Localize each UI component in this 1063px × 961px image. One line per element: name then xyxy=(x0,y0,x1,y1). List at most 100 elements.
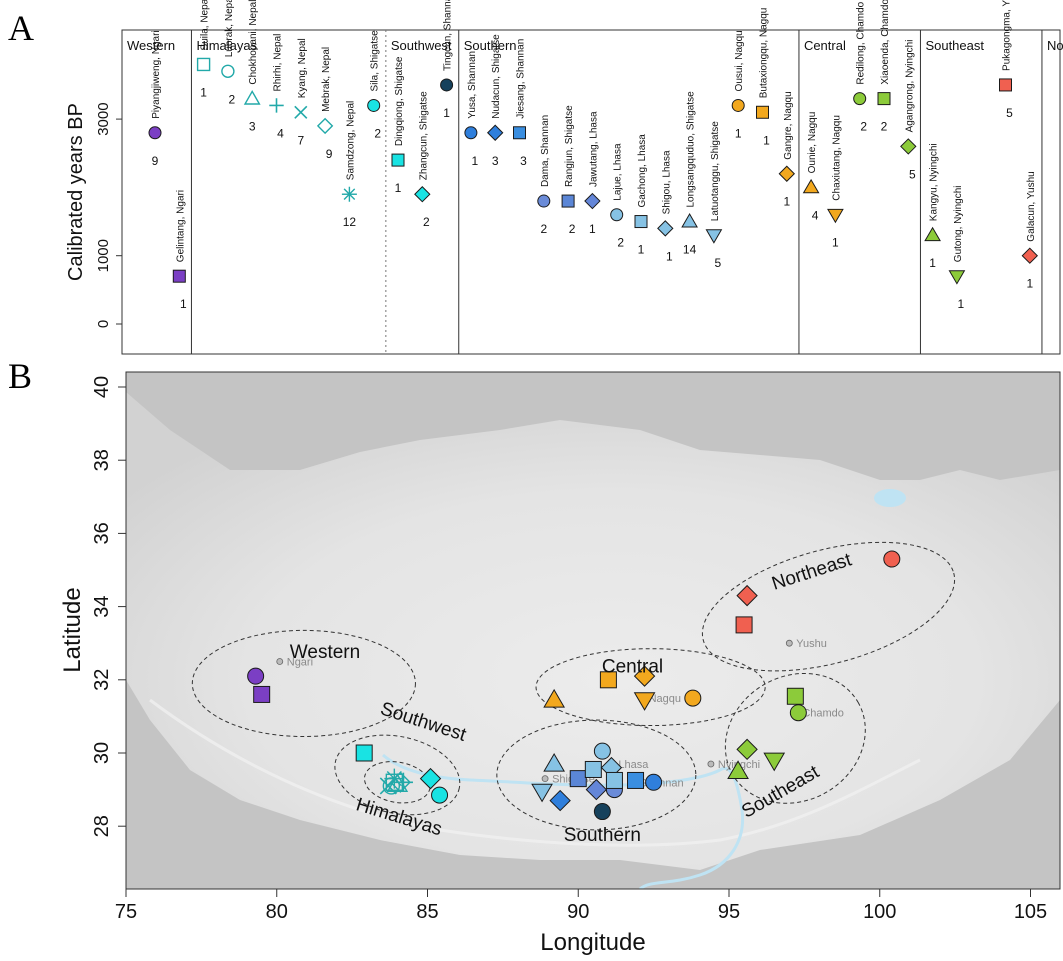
region-ellipse xyxy=(334,734,461,816)
sample-count: 3 xyxy=(492,154,499,168)
city-dot xyxy=(276,658,284,665)
sample-count: 5 xyxy=(1006,106,1013,120)
y-tick-label: 28 xyxy=(91,815,113,837)
region-header-southwest: Southwest xyxy=(391,38,452,53)
site-label: Kangyu, Nyingchi xyxy=(929,143,940,221)
site-marker xyxy=(221,64,235,78)
map-marker xyxy=(355,744,373,762)
site-marker xyxy=(853,92,867,106)
site-label: Jawutang, Lhasa xyxy=(588,111,599,187)
map-marker xyxy=(593,742,611,760)
map-marker xyxy=(633,692,656,711)
y-tick-label: 30 xyxy=(91,742,113,764)
map-marker xyxy=(253,685,271,703)
site-label: Pukagongma, Yushu xyxy=(1002,0,1013,71)
map-marker xyxy=(543,752,565,772)
city-label: Ngari xyxy=(287,657,313,669)
site-label: Samdzong, Nepal xyxy=(345,101,356,181)
site-marker xyxy=(924,226,941,242)
site-marker xyxy=(948,270,966,285)
x-tick-label: 90 xyxy=(567,901,589,923)
site-marker xyxy=(148,126,162,140)
city-label: Chamdo xyxy=(802,708,844,720)
x-tick-label: 100 xyxy=(863,901,896,923)
x-tick-label: 85 xyxy=(416,901,438,923)
site-marker xyxy=(513,126,526,140)
panel-b-map: 75 80 85 90 95 100 105 28 30 32 34 36 38 40 Longitude L… xyxy=(59,371,1061,956)
map-marker xyxy=(599,671,617,689)
map-marker xyxy=(593,803,611,821)
site-label: Gutong, Nyingchi xyxy=(953,185,964,262)
map-marker xyxy=(786,687,804,705)
city-dot xyxy=(541,775,549,783)
map-marker xyxy=(645,773,663,791)
y-tick-label: 0 xyxy=(95,320,112,328)
site-marker xyxy=(269,98,284,113)
y-tick-label: 34 xyxy=(91,595,113,617)
y-tick-label: 40 xyxy=(91,376,113,398)
region-header-central: Central xyxy=(804,38,846,53)
site-marker xyxy=(731,98,745,112)
site-label: Agangrong, Nyingchi xyxy=(904,40,915,133)
panel-a-letter: A xyxy=(8,8,34,48)
site-marker xyxy=(464,126,478,140)
site-marker xyxy=(440,78,454,92)
site-marker xyxy=(172,269,186,283)
sample-count: 1 xyxy=(180,297,187,311)
map-frame xyxy=(125,371,1061,890)
city-label: Lhasa xyxy=(618,759,649,771)
site-label: Latuotanggu, Shigatse xyxy=(710,121,721,222)
site-label: Shigou, Lhasa xyxy=(661,150,672,214)
city-label: Yushu xyxy=(796,638,827,650)
site-marker xyxy=(391,153,405,167)
sample-count: 1 xyxy=(832,236,839,250)
map-marker xyxy=(627,771,645,789)
region-header-northeast: Northeast xyxy=(1047,38,1063,53)
site-label: Zhangcun, Shigatse xyxy=(418,91,429,180)
sample-count: 2 xyxy=(881,120,888,134)
site-label: Yusa, Shannan xyxy=(467,51,478,119)
sample-count: 12 xyxy=(343,215,357,229)
sample-count: 9 xyxy=(326,147,333,161)
map-region-label: Southern xyxy=(564,825,641,846)
site-label: Longsangquduo, Shigatse xyxy=(686,91,697,208)
site-label: Chaxiutang, Nagqu xyxy=(831,115,842,201)
sample-count: 1 xyxy=(929,256,936,270)
sample-count: 1 xyxy=(589,222,596,236)
sample-count: 1 xyxy=(783,195,790,209)
site-label: Piyangjiweng, Ngari xyxy=(151,30,162,118)
site-marker xyxy=(877,92,891,106)
y-tick-label: 38 xyxy=(91,449,113,471)
site-label: Nudacun, Shigatse xyxy=(491,34,502,119)
region-header-southeast: Southeast xyxy=(925,38,984,53)
sample-count: 5 xyxy=(715,256,722,270)
panel-a-timeline: Calibrated years BP0100030005000WesternH… xyxy=(65,0,1063,355)
river-yarlung xyxy=(382,753,745,889)
region-header-himalayas: Himalayas xyxy=(196,38,257,53)
sample-count: 4 xyxy=(812,208,819,222)
sample-count: 1 xyxy=(1026,277,1033,291)
site-label: Dingqiong, Shigatse xyxy=(394,56,405,146)
site-marker xyxy=(1021,247,1039,264)
y-axis-title: Latitude xyxy=(59,587,86,672)
map-marker xyxy=(883,550,901,568)
sample-count: 2 xyxy=(569,222,576,236)
site-label: Ounie, Nagqu xyxy=(807,112,818,174)
site-marker xyxy=(196,57,211,72)
sample-count: 1 xyxy=(200,85,207,99)
site-marker xyxy=(584,192,601,210)
sample-count: 2 xyxy=(860,120,867,134)
region-ellipse xyxy=(535,648,766,727)
map-marker xyxy=(379,777,397,795)
sample-count: 4 xyxy=(277,126,284,140)
site-label: Gachong, Lhasa xyxy=(637,134,648,208)
sample-count: 1 xyxy=(735,126,742,140)
site-label: Galacun, Yushu xyxy=(1026,171,1037,241)
sample-count: 3 xyxy=(249,120,256,134)
site-marker xyxy=(367,98,381,112)
site-label: Lubrak, Nepal xyxy=(224,0,235,57)
site-label: Xiaoenda, Chamdo xyxy=(880,0,891,85)
sample-count: 7 xyxy=(297,133,304,147)
x-axis-title: Longitude xyxy=(540,929,645,956)
sample-count: 2 xyxy=(617,236,624,250)
